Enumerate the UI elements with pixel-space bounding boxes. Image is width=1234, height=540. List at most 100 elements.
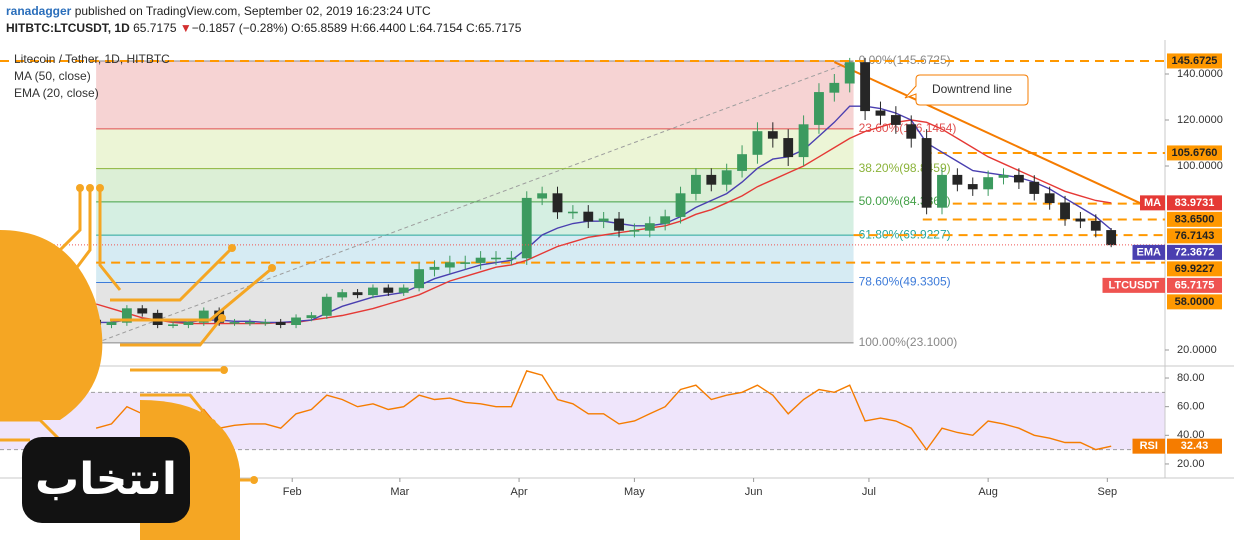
last: 65.7175: [133, 21, 177, 35]
indicator-line: [95, 370, 1112, 451]
candle-body: [291, 317, 301, 326]
candle-body: [644, 223, 655, 231]
candle-body: [383, 287, 394, 293]
tag-value-box: [1167, 211, 1222, 227]
x-tick-label: Aug: [978, 486, 998, 498]
y-tick-label: 60.00: [1177, 401, 1205, 413]
tag-value: 145.6725: [1172, 55, 1218, 67]
tag-value: 65.7175: [1175, 279, 1215, 291]
candle-body: [583, 211, 594, 222]
fib-label: 78.60%(49.3305): [859, 275, 951, 289]
candle-body: [1090, 220, 1101, 231]
tag-name-box: [1102, 277, 1165, 293]
tag-value: 105.6760: [1172, 147, 1218, 159]
candle-body: [506, 257, 517, 260]
fib-label: 50.00%(84.3863): [859, 194, 951, 208]
tag-value-box: [1167, 294, 1222, 310]
candle-body: [137, 308, 148, 314]
tag-value-box: [1167, 53, 1222, 69]
tag-name-box: [1140, 195, 1165, 211]
x-tick-label: Sep: [1098, 486, 1118, 498]
candle-body: [983, 177, 994, 190]
fib-band: [96, 235, 854, 283]
tag-value: 72.3672: [1175, 246, 1215, 258]
candle-body: [491, 257, 501, 260]
candle-body: [937, 174, 947, 208]
tag-name-box: [1132, 438, 1165, 454]
tag-value: 83.6500: [1175, 213, 1215, 225]
tag-name: LTCUSDT: [1108, 279, 1159, 291]
y-tick-label: 100.0000: [1177, 160, 1223, 172]
candle-body: [844, 62, 855, 84]
legend-entry: MA (50, close): [14, 69, 91, 83]
candle-body: [198, 310, 209, 323]
candle-body: [260, 322, 271, 324]
candle-body: [1075, 218, 1086, 222]
candle-body: [91, 319, 102, 326]
annotation: Downtrend line: [932, 82, 1012, 96]
legend-entry: EMA (20, close): [14, 86, 99, 100]
x-tick-label: Feb: [283, 486, 302, 498]
tag-value-box: [1167, 195, 1222, 211]
candle-body: [275, 322, 286, 326]
candle-body: [460, 262, 471, 264]
trendline: [833, 61, 1143, 205]
candle-body: [829, 82, 840, 93]
candle-body: [337, 292, 348, 298]
candle-body: [614, 218, 624, 231]
fib-band: [96, 282, 854, 343]
tag-name-box: [1132, 244, 1165, 260]
fib-band: [96, 60, 854, 129]
open: O:65.8589: [291, 21, 348, 35]
tag-value: 83.9731: [1175, 197, 1215, 209]
candle-body: [967, 184, 978, 190]
candle-body: [183, 322, 194, 326]
candle-body: [368, 287, 378, 296]
candle-body: [245, 322, 255, 324]
tag-value-box: [1167, 145, 1222, 161]
candle-body: [629, 230, 640, 232]
y-tick-label: 40.00: [1177, 429, 1205, 441]
candle-body: [537, 193, 548, 199]
tag-name: RSI: [1140, 440, 1158, 452]
fib-band: [96, 128, 854, 169]
tag-name: MA: [1144, 197, 1161, 209]
quote-line: HITBTC:LTCUSDT, 1D 65.7175 ▼−0.1857 (−0.…: [6, 20, 521, 37]
tag-value-box: [1167, 261, 1222, 277]
annotation-box: [904, 74, 1029, 106]
candle-body: [552, 193, 563, 213]
y-tick-label: 140.0000: [1177, 68, 1223, 80]
y-tick-label: 20.00: [1177, 458, 1205, 470]
candle-body: [352, 292, 363, 296]
candle-body: [798, 124, 809, 158]
candle-body: [1013, 174, 1024, 183]
candle-body: [1060, 202, 1070, 220]
publish-line: ranadagger published on TradingView.com,…: [6, 3, 521, 20]
legend-title: Litecoin / Tether, 1D, HITBTC: [14, 52, 170, 66]
candle-body: [860, 62, 871, 112]
x-tick-label: Jun: [745, 486, 763, 498]
x-tick-label: Mar: [390, 486, 409, 498]
candle-body: [152, 312, 163, 326]
tag-value: 32.43: [1181, 440, 1209, 452]
candle-body: [121, 308, 132, 323]
candle-body: [168, 324, 178, 327]
change: −0.1857 (−0.28%): [191, 21, 288, 35]
tag-value-box: [1167, 438, 1222, 454]
tag-value: 69.9227: [1175, 263, 1215, 275]
tag-value-box: [1167, 228, 1222, 244]
high: H:66.4400: [350, 21, 406, 35]
tag-name: EMA: [1137, 246, 1162, 258]
fib-label: 38.20%(98.8459): [859, 161, 951, 175]
candle-body: [921, 138, 932, 208]
candle-body: [952, 174, 963, 185]
candle-body: [875, 110, 886, 116]
x-tick-label: Jul: [862, 486, 876, 498]
symbol: HITBTC:LTCUSDT, 1D: [6, 21, 130, 35]
candle-body: [906, 124, 917, 139]
candle-body: [998, 174, 1009, 178]
candle-body: [721, 170, 732, 185]
close: C:65.7175: [466, 21, 522, 35]
x-tick-label: May: [624, 486, 645, 498]
author[interactable]: ranadagger: [6, 4, 72, 18]
